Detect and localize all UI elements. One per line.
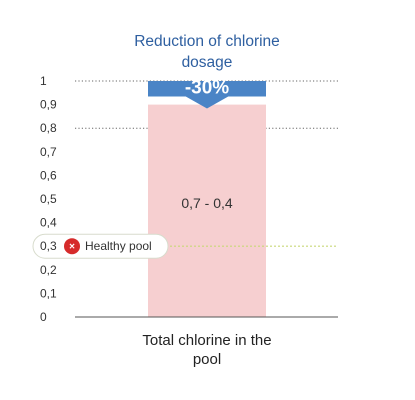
y-tick-label: 1	[40, 74, 47, 88]
close-x-glyph: ×	[69, 242, 75, 253]
range-bar	[148, 104, 266, 317]
reduction-badge-label: -30%	[185, 77, 229, 98]
close-circle-icon	[64, 238, 80, 255]
healthy-pool-value: 0,3	[40, 239, 57, 253]
x-category-label: Total chlorine in the pool	[142, 332, 271, 368]
healthy-pool-badge: 0,3 × Healthy pool	[32, 233, 169, 259]
y-tick-label: 0,5	[40, 192, 57, 206]
y-tick-label: 0,2	[40, 263, 57, 277]
y-tick-label: 0,7	[40, 145, 57, 159]
chart-title-line-2: dosage	[182, 54, 233, 71]
y-tick-label: 0,8	[40, 121, 57, 135]
y-tick-label: 0	[40, 310, 47, 324]
x-category-line-1: Total chlorine in the	[142, 332, 271, 349]
y-tick-label: 0,9	[40, 98, 57, 112]
y-tick-label: 0,4	[40, 216, 57, 230]
healthy-pool-label: Healthy pool	[85, 239, 152, 253]
x-category-line-2: pool	[193, 351, 221, 368]
chart-title: Reduction of chlorine dosage	[134, 33, 280, 71]
chart-title-line-1: Reduction of chlorine	[134, 33, 280, 50]
reduction-badge-shape	[148, 81, 266, 109]
reduction-badge: -30%	[148, 77, 266, 109]
y-tick-label: 0,6	[40, 168, 57, 182]
range-bar-label: 0,7 - 0,4	[181, 195, 233, 211]
y-tick-label: 0,1	[40, 286, 57, 300]
